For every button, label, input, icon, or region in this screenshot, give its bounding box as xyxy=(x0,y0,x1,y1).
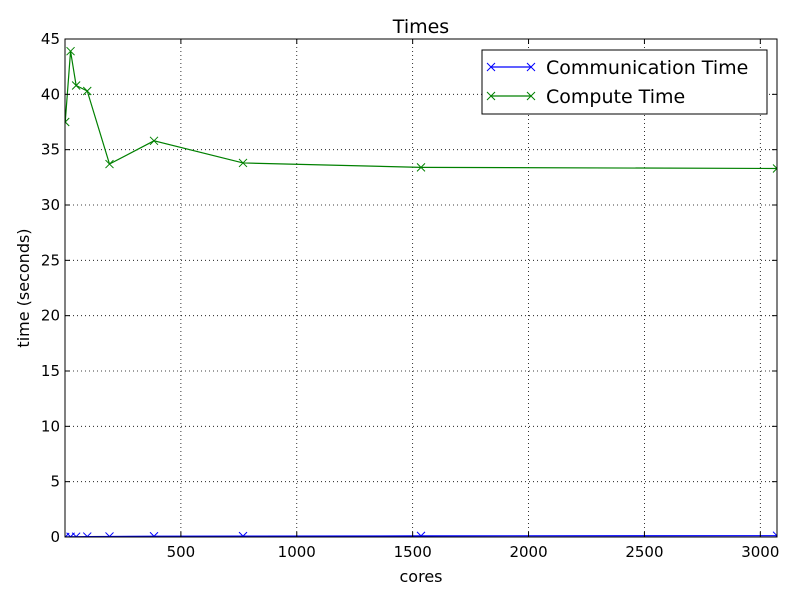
data-point-marker xyxy=(416,531,426,537)
legend-marker xyxy=(486,62,496,72)
data-point-marker xyxy=(66,46,75,56)
y-tick-label: 0 xyxy=(50,528,60,546)
legend-entry: Compute Time xyxy=(486,86,685,108)
y-tick-label: 10 xyxy=(41,417,60,435)
ticks xyxy=(65,38,777,538)
y-tick-label: 20 xyxy=(41,307,60,325)
legend-label: Compute Time xyxy=(546,86,685,108)
legend-marker xyxy=(526,91,536,101)
legend-marker xyxy=(526,62,536,72)
y-tick-label: 40 xyxy=(41,85,60,103)
y-tick-label: 25 xyxy=(41,251,60,269)
data-point-marker xyxy=(71,81,81,90)
x-tick-label: 2000 xyxy=(509,543,547,561)
legend-marker xyxy=(486,91,496,101)
data-point-marker xyxy=(82,86,92,96)
data-point-marker xyxy=(149,136,159,146)
x-tick-label: 1000 xyxy=(278,543,316,561)
data-point-marker xyxy=(416,163,426,172)
data-point-marker xyxy=(238,531,248,537)
x-tick-label: 1500 xyxy=(394,543,432,561)
grid xyxy=(65,39,777,537)
legend-label: Communication Time xyxy=(546,57,748,79)
data-point-marker xyxy=(238,158,248,168)
plot-frame xyxy=(64,38,778,538)
x-tick-label: 500 xyxy=(167,543,196,561)
y-tick-label: 35 xyxy=(41,141,60,159)
data-point-marker xyxy=(105,159,114,169)
y-tick-label: 45 xyxy=(41,30,60,48)
y-tick-label: 30 xyxy=(41,196,60,214)
y-tick-label: 15 xyxy=(41,362,60,380)
x-axis-label: cores xyxy=(400,567,443,586)
data-point-marker xyxy=(772,531,777,537)
series-1 xyxy=(65,46,777,173)
y-axis-label: time (seconds) xyxy=(14,228,33,347)
x-tick-label: 3000 xyxy=(741,543,779,561)
legend: Communication Time Compute Time xyxy=(481,49,768,115)
data-point-marker xyxy=(772,164,777,173)
data-point-marker xyxy=(105,532,114,537)
data-point-marker xyxy=(149,531,159,537)
x-tick-label: 2500 xyxy=(625,543,663,561)
tick-labels: 0 5 10 15 20 25 30 35 40 45 500 1000 1500 2000 2500 300… xyxy=(41,30,780,561)
legend-box xyxy=(481,49,768,115)
legend-entry: Communication Time xyxy=(486,57,748,79)
chart-title: Times xyxy=(392,16,449,38)
y-tick-label: 5 xyxy=(50,473,60,491)
